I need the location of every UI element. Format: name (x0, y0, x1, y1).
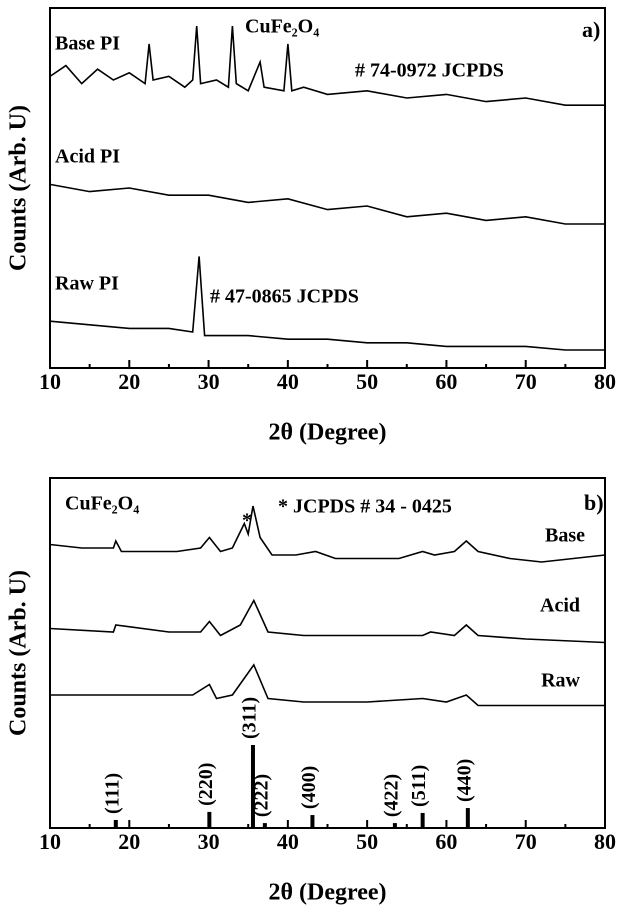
plot-frame (49, 477, 606, 829)
data-line (49, 598, 606, 644)
data-line (49, 25, 605, 106)
annotation: * JCPDS # 34 - 0425 (278, 496, 452, 518)
x-tick-label: 30 (198, 829, 220, 854)
series-label: Raw (541, 670, 580, 692)
annotation: # 74-0972 JCPDS (355, 60, 504, 82)
reference-peak-label: (511) (408, 765, 430, 807)
x-tick-label: 70 (515, 369, 537, 394)
annotation: CuFe₂O₄ (65, 493, 139, 515)
x-tick-label: 20 (118, 369, 140, 394)
reference-peak-label: (400) (298, 766, 320, 809)
x-tick-label: 60 (435, 829, 457, 854)
y-axis-label: Counts (Arb. U) (6, 570, 32, 736)
x-axis-label: 2θ (Degree) (268, 420, 386, 446)
x-tick-label: 20 (118, 829, 140, 854)
y-axis-label: Counts (Arb. U) (6, 105, 32, 271)
x-tick-label: 80 (594, 369, 616, 394)
data-line (49, 505, 606, 563)
data-line (50, 663, 605, 707)
x-tick-label: 50 (356, 829, 378, 854)
x-tick-label: 80 (594, 829, 616, 854)
reference-peak-label: (311) (239, 697, 261, 739)
x-tick-label: 50 (356, 369, 378, 394)
reference-peak-label: (422) (380, 774, 402, 817)
reference-peak-label: (111) (101, 773, 123, 814)
x-tick-label: 40 (277, 829, 299, 854)
panel-label: a) (582, 17, 600, 42)
annotation: CuFe₂O₄ (245, 16, 319, 38)
annotation: * (242, 510, 252, 532)
reference-peak-label: (220) (195, 763, 217, 806)
annotation: # 47-0865 JCPDS (210, 286, 359, 308)
data-line (49, 256, 605, 351)
x-tick-label: 70 (515, 829, 537, 854)
x-tick-label: 30 (198, 369, 220, 394)
panel-label: b) (584, 490, 604, 515)
reference-peak-label: (222) (250, 774, 272, 817)
series-label: Acid PI (55, 146, 120, 168)
x-tick-label: 40 (277, 369, 299, 394)
series-label: Raw PI (55, 273, 119, 295)
series-label: Base PI (55, 33, 120, 55)
series-label: Base (545, 525, 585, 547)
data-line (49, 183, 605, 225)
x-tick-label: 10 (39, 369, 61, 394)
reference-peak-label: (440) (453, 759, 475, 802)
x-axis-label: 2θ (Degree) (268, 880, 386, 906)
x-tick-label: 60 (435, 369, 457, 394)
series-label: Acid (540, 595, 580, 617)
x-tick-label: 10 (39, 829, 61, 854)
